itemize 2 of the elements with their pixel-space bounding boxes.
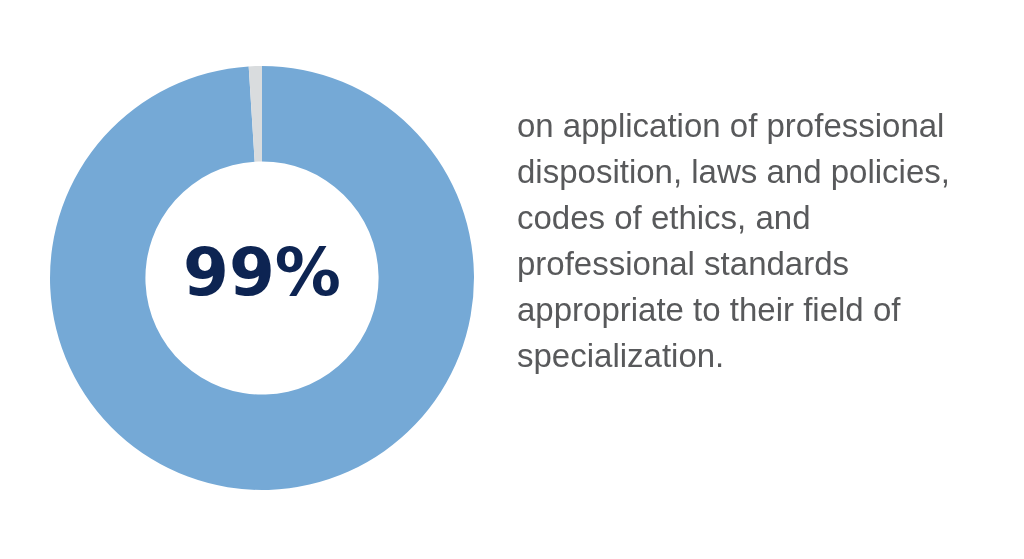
text: on application of professional disposition, laws and policies, codes of ethics, and professional standards appropriate to their field of specialization. <box>517 106 951 376</box>
data-label: 99% <box>183 234 341 312</box>
